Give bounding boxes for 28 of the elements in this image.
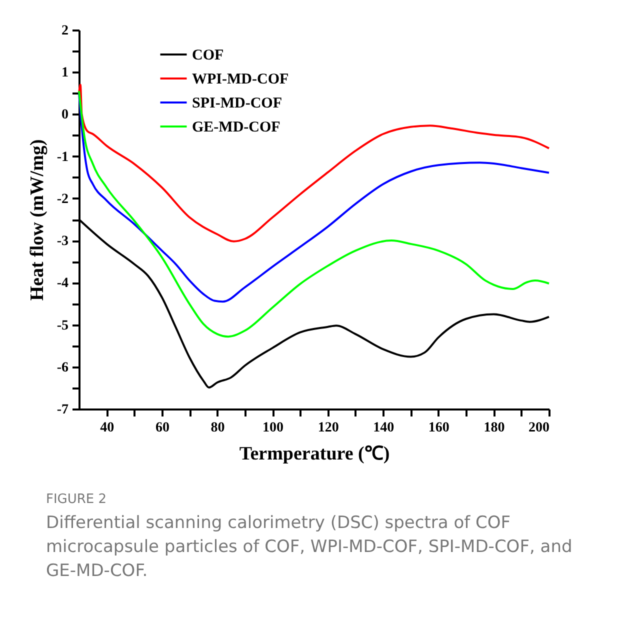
legend-label: WPI-MD-COF: [192, 72, 289, 88]
x-tick-label: 100: [262, 420, 284, 436]
x-tick-label: 80: [210, 420, 225, 436]
y-tick-label: -2: [56, 192, 68, 207]
legend-label: GE-MD-COF: [192, 120, 280, 136]
y-tick-label: -1: [56, 150, 68, 165]
legend-label: COF: [192, 48, 224, 64]
y-tick-label: -4: [56, 276, 68, 292]
y-tick-label: 1: [62, 66, 68, 81]
y-tick-label: 0: [62, 108, 68, 123]
x-tick-label: 40: [100, 420, 114, 436]
y-axis-title: Heat flow (mW/mg): [26, 139, 48, 301]
x-tick-label: 140: [373, 420, 394, 436]
x-tick-label: 160: [428, 420, 450, 436]
y-tick-label: -6: [56, 360, 68, 376]
x-axis-title: Termperature (℃): [239, 444, 390, 464]
x-tick-label: 60: [155, 420, 170, 436]
x-tick-label: 120: [318, 420, 339, 436]
y-tick-label: -7: [56, 402, 68, 418]
x-tick-label: 200: [528, 420, 550, 436]
x-tick-label: 180: [484, 420, 505, 436]
y-tick-label: -3: [56, 234, 68, 250]
text: Differential scanning calorimetry (DSC) spectra of COF microcapsule particles of COF, WPI-MD-COF, SPI-MD-COF, and GE-MD-COF.: [46, 512, 574, 583]
line-series: [78, 84, 550, 242]
legend-label: SPI-MD-COF: [192, 96, 282, 112]
caption: FIGURE 2: [46, 492, 108, 507]
y-tick-label: -5: [56, 318, 68, 334]
y-tick-label: 2: [62, 24, 68, 38]
